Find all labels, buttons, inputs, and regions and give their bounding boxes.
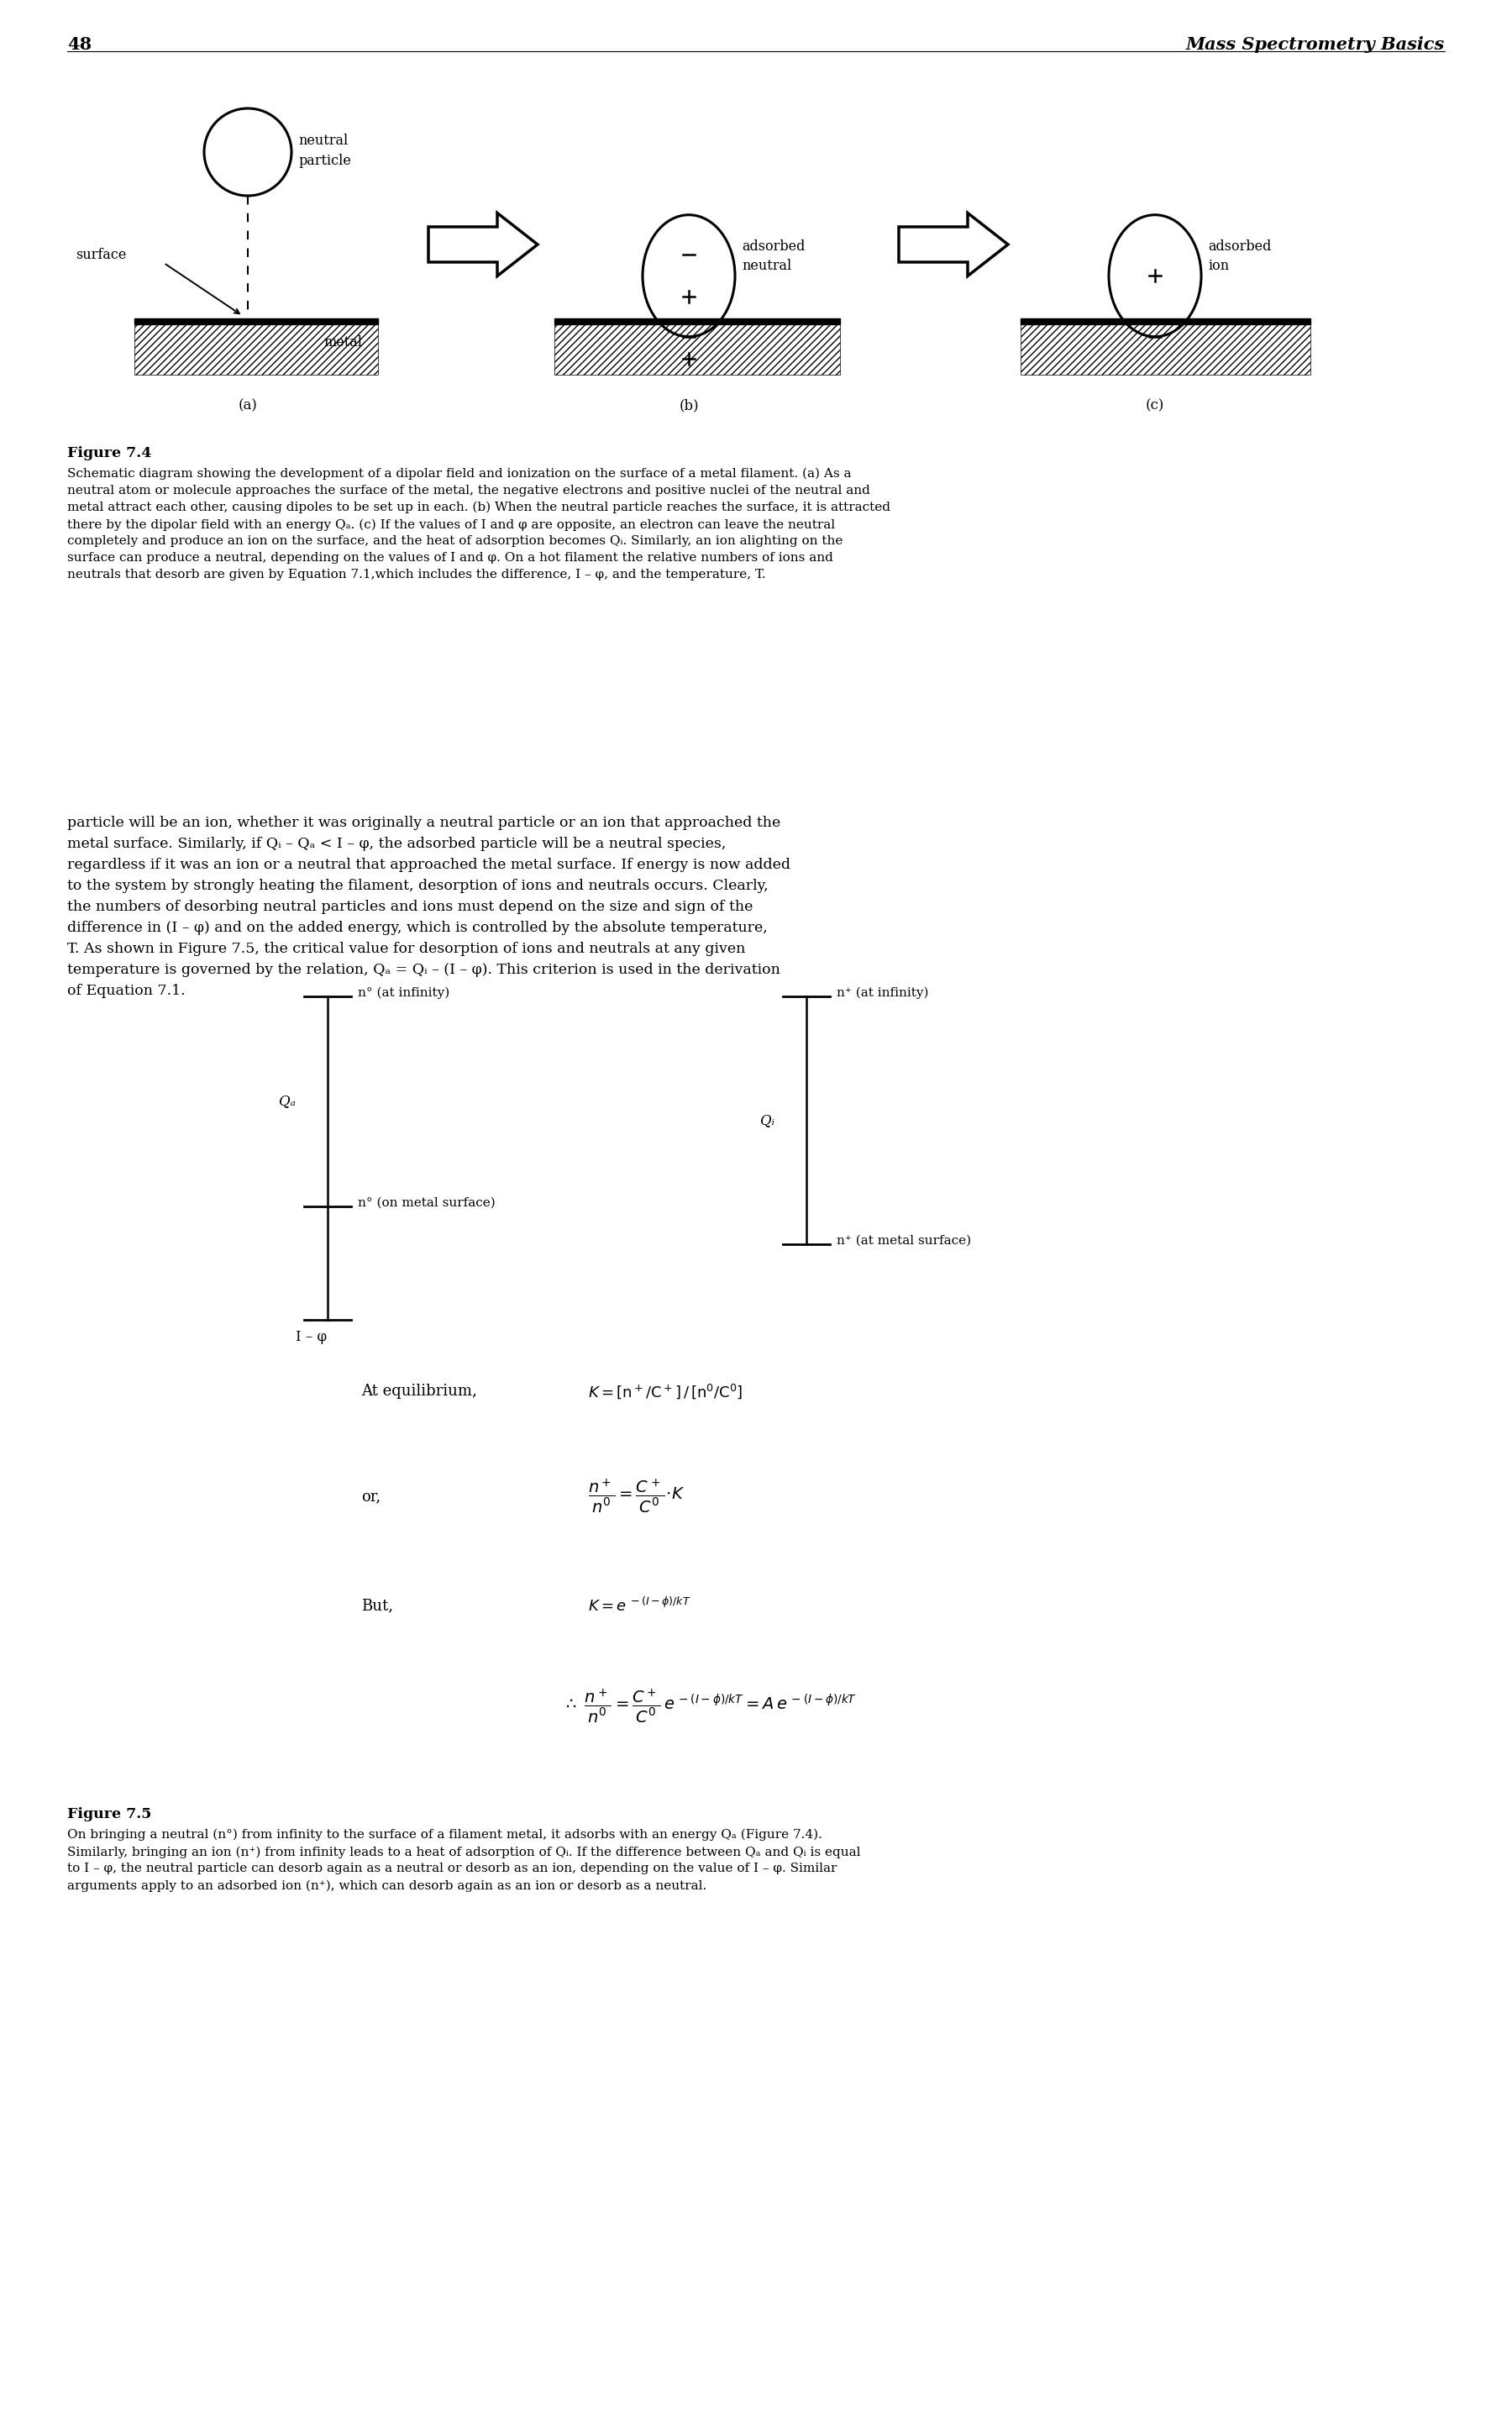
Text: particle: particle	[298, 154, 351, 166]
Text: $K = e^{\,-(I-\phi)/kT}$: $K = e^{\,-(I-\phi)/kT}$	[588, 1597, 691, 1614]
Text: n° (at infinity): n° (at infinity)	[358, 987, 449, 999]
Bar	[135, 318, 378, 323]
Text: (a): (a)	[239, 398, 257, 412]
Text: adsorbed: adsorbed	[742, 239, 804, 253]
Text: At equilibrium,: At equilibrium,	[361, 1384, 476, 1399]
Bar	[555, 318, 841, 323]
Text: Mass Spectrometry Basics: Mass Spectrometry Basics	[1185, 36, 1445, 53]
Text: neutral: neutral	[742, 258, 791, 273]
Text: On bringing a neutral (n°) from infinity to the surface of a filament metal, it : On bringing a neutral (n°) from infinity…	[67, 1828, 860, 1891]
Bar	[555, 323, 841, 374]
Text: ion: ion	[1208, 258, 1229, 273]
Text: metal: metal	[324, 335, 361, 350]
Text: n° (on metal surface): n° (on metal surface)	[358, 1196, 496, 1208]
Text: adsorbed: adsorbed	[1208, 239, 1272, 253]
Text: I – φ: I – φ	[296, 1329, 327, 1343]
Text: $\therefore\;\dfrac{n^+}{n^0} = \dfrac{C^+}{C^0}\,e^{\,-(I-\phi)/kT} = A\,e^{\,-: $\therefore\;\dfrac{n^+}{n^0} = \dfrac{C…	[562, 1688, 857, 1725]
Text: neutral: neutral	[298, 133, 348, 147]
Text: n⁺ (at metal surface): n⁺ (at metal surface)	[836, 1235, 971, 1247]
Bar	[1021, 318, 1311, 323]
Text: Qᵢ: Qᵢ	[761, 1114, 774, 1126]
Text: Figure 7.5: Figure 7.5	[67, 1807, 151, 1821]
Text: (b): (b)	[679, 398, 699, 412]
Text: or,: or,	[361, 1488, 381, 1503]
Text: $K = [\mathrm{n^+/C^+}]\,/\,[\mathrm{n^0/C^0}]$: $K = [\mathrm{n^+/C^+}]\,/\,[\mathrm{n^0…	[588, 1382, 742, 1401]
Text: But,: But,	[361, 1597, 393, 1614]
Text: Schematic diagram showing the development of a dipolar field and ionization on t: Schematic diagram showing the developmen…	[67, 468, 891, 581]
Text: Qₐ: Qₐ	[280, 1095, 296, 1110]
Text: Figure 7.4: Figure 7.4	[67, 446, 151, 461]
Text: $\dfrac{n^+}{n^0} = \dfrac{C^+}{C^0}\!\cdot\! K$: $\dfrac{n^+}{n^0} = \dfrac{C^+}{C^0}\!\c…	[588, 1479, 685, 1515]
Text: particle will be an ion, whether it was originally a neutral particle or an ion : particle will be an ion, whether it was …	[67, 815, 791, 999]
Text: surface: surface	[76, 248, 127, 263]
Text: 48: 48	[67, 36, 92, 53]
Bar	[1021, 323, 1311, 374]
Text: n⁺ (at infinity): n⁺ (at infinity)	[836, 987, 928, 999]
Text: (c): (c)	[1146, 398, 1164, 412]
Bar	[135, 323, 378, 374]
